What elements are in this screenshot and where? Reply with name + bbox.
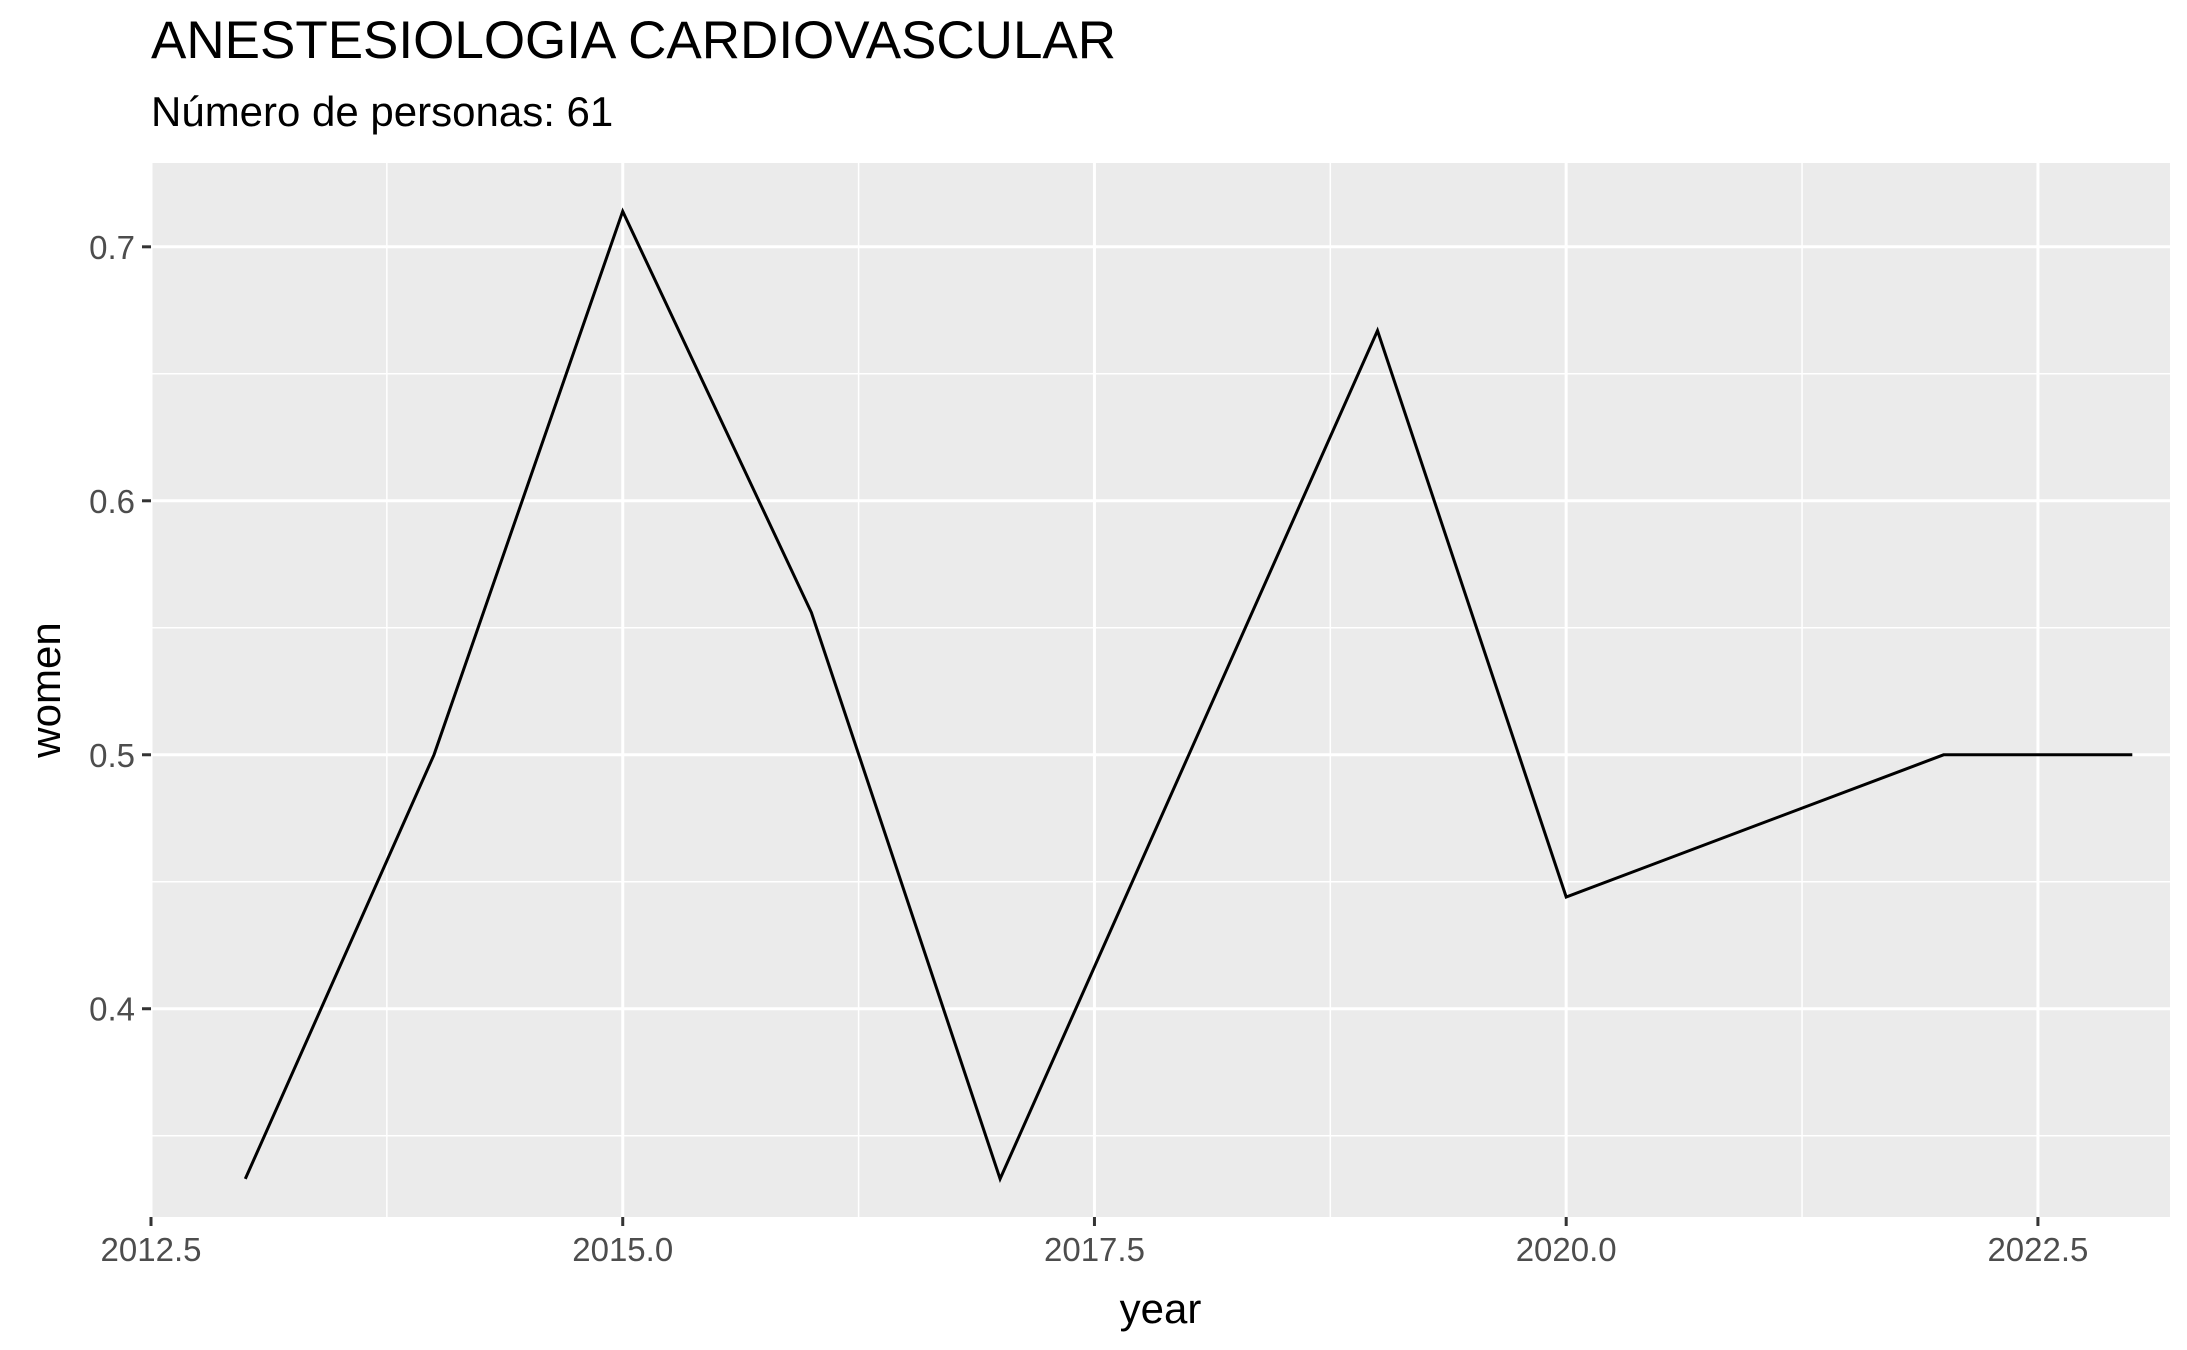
x-tick-label: 2012.5: [101, 1231, 202, 1268]
major-gridlines: [149, 163, 2170, 1217]
x-tick-label: 2020.0: [1516, 1231, 1617, 1268]
y-tick-label: 0.5: [89, 737, 135, 774]
x-tick-label: 2017.5: [1044, 1231, 1145, 1268]
y-axis-title: women: [22, 622, 69, 758]
axis-ticks: [142, 245, 2040, 1226]
tick-labels: 2012.5 2015.0 2017.5 2020.0 2022.5 0.4 0.5 0.6 0…: [89, 229, 2088, 1268]
y-tick-label: 0.6: [89, 483, 135, 520]
y-tick-label: 0.7: [89, 229, 135, 266]
x-tick-label: 2022.5: [1987, 1231, 2088, 1268]
series-line-women: [243, 207, 2133, 1184]
chart-title: ANESTESIOLOGIA CARDIOVASCULAR: [151, 11, 1117, 70]
plot-panel: [151, 163, 2170, 1217]
minor-gridlines: [151, 163, 2170, 1217]
series-layer: [243, 207, 2133, 1184]
x-axis-title: year: [1120, 1285, 1202, 1332]
chart-subtitle: Número de personas: 61: [151, 88, 614, 135]
y-tick-label: 0.4: [89, 991, 135, 1028]
x-tick-label: 2015.0: [572, 1231, 673, 1268]
